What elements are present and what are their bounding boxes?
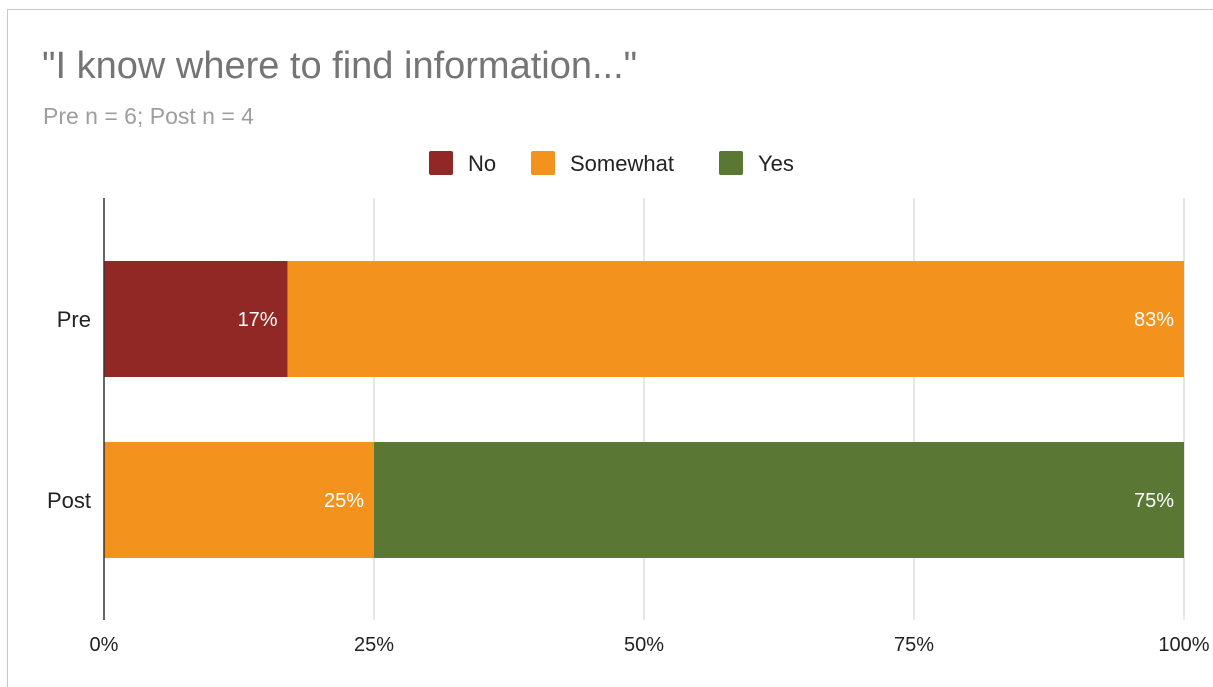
legend-label-no: No	[468, 151, 496, 176]
legend-label-somewhat: Somewhat	[570, 151, 674, 176]
legend-swatch-somewhat	[531, 151, 555, 175]
chart-frame	[7, 9, 1213, 687]
bars: 17% 83% 25% 75%	[104, 261, 1185, 558]
chart-title: "I know where to find information..."	[42, 45, 638, 87]
bar-segment-yes	[374, 442, 1184, 558]
axis: 0% 25% 50% 75% 100% Pre Post	[47, 198, 1210, 656]
legend-swatch-yes	[719, 151, 743, 175]
data-label: 25%	[324, 490, 364, 512]
data-label: 83%	[1134, 309, 1174, 331]
bar-segment-somewhat	[104, 442, 374, 558]
legend-swatch-no	[429, 151, 453, 175]
x-tick-label: 0%	[90, 634, 119, 656]
legend: No Somewhat Yes	[429, 151, 794, 176]
x-tick-label: 25%	[354, 634, 394, 656]
legend-label-yes: Yes	[758, 151, 794, 176]
data-label: 17%	[238, 309, 278, 331]
category-label: Post	[47, 488, 91, 513]
bar-segment-somewhat	[287, 261, 1185, 377]
chart-subtitle: Pre n = 6; Post n = 4	[43, 103, 254, 129]
category-label: Pre	[57, 307, 91, 332]
x-tick-label: 100%	[1158, 634, 1209, 656]
bar-segment-no	[104, 261, 288, 377]
x-tick-label: 50%	[624, 634, 664, 656]
x-tick-label: 75%	[894, 634, 934, 656]
data-label: 75%	[1134, 490, 1174, 512]
